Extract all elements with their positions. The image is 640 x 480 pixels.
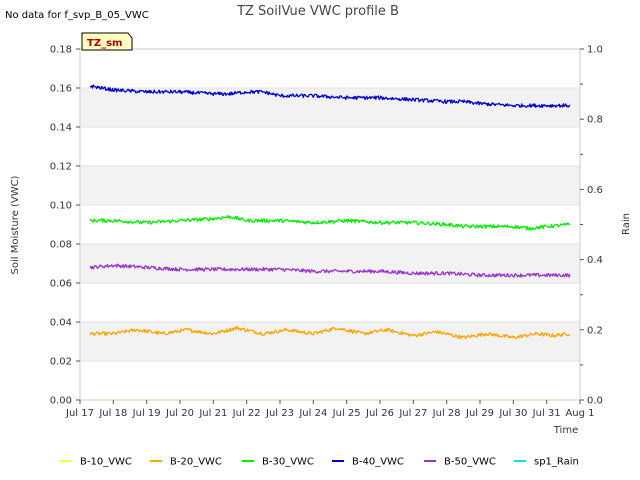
y2-tick-label: 0.8 bbox=[587, 115, 603, 126]
y-tick-label: 0.00 bbox=[50, 396, 72, 407]
x-tick-label: Aug 1 bbox=[565, 408, 594, 419]
x-tick-label: Jul 23 bbox=[265, 408, 294, 419]
legend-item-b-10-vwc: B-10_VWC bbox=[60, 457, 132, 468]
x-tick-label: Jul 18 bbox=[98, 408, 127, 419]
y-tick-label: 0.18 bbox=[50, 45, 72, 56]
x-tick-label: Jul 24 bbox=[298, 408, 327, 419]
y2-axis: 0.0 0.2 0.4 0.6 0.8 1.0 bbox=[580, 45, 603, 407]
legend-item-b-40-vwc: B-40_VWC bbox=[332, 457, 404, 468]
legend-item-b-30-vwc: B-30_VWC bbox=[242, 457, 314, 468]
legend-label: B-20_VWC bbox=[170, 457, 222, 468]
y2-tick-label: 0.4 bbox=[587, 255, 603, 266]
x-tick-label: Jul 19 bbox=[132, 408, 161, 419]
x-tick-label: Jul 25 bbox=[332, 408, 361, 419]
x-axis: Jul 17 Jul 18 Jul 19 Jul 20 Jul 21 Jul 22 Jul … bbox=[65, 400, 595, 419]
y2-tick-label: 0.0 bbox=[587, 396, 603, 407]
grid-band bbox=[80, 166, 580, 205]
y2-tick-label: 1.0 bbox=[587, 45, 603, 56]
no-data-note: No data for f_svp_B_05_VWC bbox=[5, 10, 149, 21]
series-line-b-30-vwc bbox=[89, 215, 570, 231]
y-axis-label: Soil Moisture (VWC) bbox=[10, 175, 21, 274]
grid-band bbox=[80, 244, 580, 283]
y-tick-label: 0.04 bbox=[50, 318, 72, 329]
series-line-b-20-vwc bbox=[89, 325, 571, 340]
y-tick-label: 0.06 bbox=[50, 279, 72, 290]
series-line-b-40-vwc bbox=[89, 84, 571, 108]
y-tick-label: 0.02 bbox=[50, 357, 72, 368]
legend-item-b-50-vwc: B-50_VWC bbox=[424, 457, 496, 468]
x-tick-label: Jul 28 bbox=[432, 408, 461, 419]
grid-band bbox=[80, 88, 580, 127]
legend-label: B-50_VWC bbox=[444, 457, 496, 468]
x-tick-label: Jul 27 bbox=[398, 408, 427, 419]
y-tick-label: 0.14 bbox=[50, 123, 72, 134]
x-tick-label: Jul 17 bbox=[65, 408, 94, 419]
x-tick-label: Jul 20 bbox=[165, 408, 194, 419]
x-tick-label: Jul 22 bbox=[232, 408, 261, 419]
tz-badge: TZ_sm bbox=[81, 32, 133, 51]
legend-label: sp1_Rain bbox=[534, 457, 579, 468]
y2-axis-label: Rain bbox=[621, 213, 632, 235]
y2-tick-label: 0.2 bbox=[587, 325, 603, 336]
legend-label: B-10_VWC bbox=[80, 457, 132, 468]
y-tick-label: 0.10 bbox=[50, 201, 72, 212]
x-tick-label: Jul 21 bbox=[198, 408, 227, 419]
x-tick-label: Jul 31 bbox=[532, 408, 561, 419]
legend-label: B-30_VWC bbox=[262, 457, 314, 468]
y-tick-label: 0.08 bbox=[50, 240, 72, 251]
y-tick-label: 0.12 bbox=[50, 162, 72, 173]
x-tick-label: Jul 26 bbox=[365, 408, 394, 419]
legend: B-10_VWC B-20_VWC B-30_VWC B-40_VWC B-50_VWC… bbox=[60, 457, 579, 468]
grid-bands bbox=[80, 87, 580, 401]
y-tick-label: 0.16 bbox=[50, 84, 72, 95]
tz-badge-label: TZ_sm bbox=[87, 38, 122, 49]
y2-tick-label: 0.6 bbox=[587, 185, 603, 196]
x-tick-label: Jul 30 bbox=[498, 408, 527, 419]
x-tick-label: Jul 29 bbox=[465, 408, 494, 419]
legend-item-b-20-vwc: B-20_VWC bbox=[150, 457, 222, 468]
chart-title: TZ SoilVue VWC profile B bbox=[236, 4, 399, 19]
legend-label: B-40_VWC bbox=[352, 457, 404, 468]
x-axis-label: Time bbox=[553, 425, 578, 436]
legend-item-sp1-rain: sp1_Rain bbox=[514, 457, 579, 468]
series-line-b-50-vwc bbox=[89, 263, 571, 278]
y-axis: 0.00 0.02 0.04 0.06 0.08 0.10 0.12 0.14 0.16 0.18 bbox=[50, 45, 80, 407]
